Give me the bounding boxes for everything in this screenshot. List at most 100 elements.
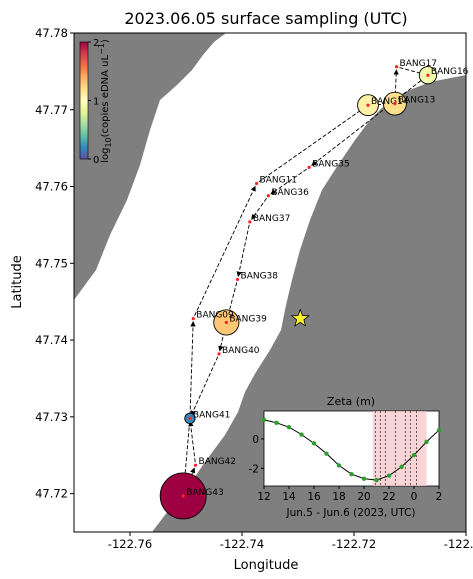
y-tick-label: 47.77 xyxy=(35,103,68,117)
track-segment xyxy=(218,325,227,352)
inset-x-tick-label: 20 xyxy=(357,491,370,503)
y-tick-label: 47.76 xyxy=(35,180,68,194)
track-segment xyxy=(311,76,426,166)
site-dot xyxy=(224,320,228,325)
inset-ticks: 12 14 16 18 20 22 0 20-2 xyxy=(249,434,443,503)
inset-zeta-point xyxy=(361,476,367,481)
track-segment xyxy=(393,69,399,101)
x-tick-label: -122.72 xyxy=(332,537,376,551)
track-segment xyxy=(270,168,307,195)
inset-zeta-point xyxy=(299,432,304,437)
inset-x-tick-label: 2 xyxy=(436,491,443,503)
colorbar-tick-label: 1 xyxy=(93,97,99,108)
inset-x-label: Jun.5 - Jun.6 (2023, UTC) xyxy=(285,507,415,519)
colorbar-tick-label: 0 xyxy=(93,155,99,166)
colorbar-ticks: 0 1 2 xyxy=(88,38,99,166)
site-dot xyxy=(393,102,397,106)
inset-zeta-series xyxy=(261,417,442,483)
inset-x-tick-label: 16 xyxy=(307,491,321,503)
map-frame xyxy=(73,32,467,533)
inset-zeta-point xyxy=(336,463,342,468)
inset-zeta-point xyxy=(286,424,292,430)
site-label: BANG39 xyxy=(229,314,267,324)
x-tick-label: -122.70 xyxy=(444,537,473,551)
site-label: BANG38 xyxy=(241,271,279,281)
track-segment xyxy=(236,224,250,278)
inset-shade xyxy=(372,411,427,486)
x-tick-label: -122.74 xyxy=(220,537,264,551)
site-dot xyxy=(366,103,370,107)
track-segment xyxy=(188,420,196,463)
site-dot xyxy=(193,463,198,467)
star-marker xyxy=(290,308,310,327)
inset-zeta-point xyxy=(399,464,404,470)
x-axis-ticks: -122.76 -122.74 -122.72 -122.70 xyxy=(108,532,473,551)
track-segment xyxy=(189,321,196,416)
inset-x-tick-label: 18 xyxy=(332,491,345,503)
inset-x-tick-label: 12 xyxy=(257,491,270,503)
inset-zeta-line xyxy=(264,419,439,481)
track-segment xyxy=(399,67,426,76)
colorbar: 0 1 2 log10(copies eDNA uL−1) xyxy=(79,38,113,166)
y-tick-label: 47.72 xyxy=(35,487,68,501)
site-dot xyxy=(307,165,311,169)
site-label: BANG14 xyxy=(371,97,409,107)
site-label: BANG41 xyxy=(193,410,231,420)
y-tick-label: 47.78 xyxy=(35,26,68,40)
y-tick-label: 47.75 xyxy=(35,256,68,270)
inset-zeta-point xyxy=(424,439,429,445)
reference-star xyxy=(290,308,310,327)
site-dot xyxy=(217,352,221,356)
inset-zeta-point xyxy=(324,451,329,456)
site-dot xyxy=(426,73,430,77)
colorbar-tick-label: 2 xyxy=(93,38,99,49)
site-label: BANG36 xyxy=(271,188,309,198)
site-label: BANG16 xyxy=(431,67,469,77)
track-segment xyxy=(251,197,267,220)
site-label: BANG35 xyxy=(312,159,350,169)
site-label: BANG37 xyxy=(253,214,291,224)
inset-zeta-point xyxy=(261,417,267,423)
zeta-inset: 12 14 16 18 20 22 0 20-2 Zeta (m) Jun.5 - Jun.6… xyxy=(249,395,443,519)
site-dot xyxy=(254,181,259,186)
y-axis-label: Latitude xyxy=(10,255,25,309)
inset-title: Zeta (m) xyxy=(327,395,375,408)
inset-zeta-point xyxy=(411,452,417,458)
x-tick-label: -122.76 xyxy=(108,537,152,551)
inset-zeta-point xyxy=(274,420,279,425)
track-segment xyxy=(258,106,366,183)
colorbar-gradient xyxy=(79,41,89,160)
inset-zeta-point xyxy=(436,427,442,433)
track-segment xyxy=(190,356,219,417)
y-tick-label: 47.74 xyxy=(35,333,68,347)
site-dot xyxy=(188,416,192,420)
west-shore-landmass xyxy=(74,33,226,300)
inset-sampling-window xyxy=(372,411,427,486)
site-dot xyxy=(248,220,252,224)
site-label: BANG40 xyxy=(222,346,260,356)
site-dot xyxy=(394,65,399,69)
inset-x-tick-label: 22 xyxy=(382,491,395,503)
y-axis-ticks: 47.72 47.73 47.74 47.75 47.76 47.77 47.78 xyxy=(35,26,74,501)
inset-x-tick-label: 14 xyxy=(282,491,296,503)
inset-y-tick-label: -2 xyxy=(249,463,259,475)
inset-x-tick-label: 0 xyxy=(411,491,418,503)
site-dot xyxy=(191,316,195,321)
site-dot xyxy=(181,494,185,498)
x-axis-label: Longitude xyxy=(234,558,299,573)
y-tick-label: 47.73 xyxy=(35,410,68,424)
inset-y-tick-label: 0 xyxy=(252,434,259,446)
site-dot xyxy=(266,194,270,198)
site-label: BANG43 xyxy=(186,488,224,498)
inset-zeta-point xyxy=(386,473,392,478)
site-label: BANG13 xyxy=(398,96,436,106)
site-label: BANG09 xyxy=(196,311,234,321)
site-label: BANG11 xyxy=(260,175,298,185)
site-label: BANG42 xyxy=(199,457,237,467)
inset-zeta-point xyxy=(374,477,379,483)
inset-sample-times xyxy=(374,411,417,486)
chart-title: 2023.06.05 surface sampling (UTC) xyxy=(124,9,407,28)
colorbar-label: log10(copies eDNA uL−1) xyxy=(97,39,113,163)
